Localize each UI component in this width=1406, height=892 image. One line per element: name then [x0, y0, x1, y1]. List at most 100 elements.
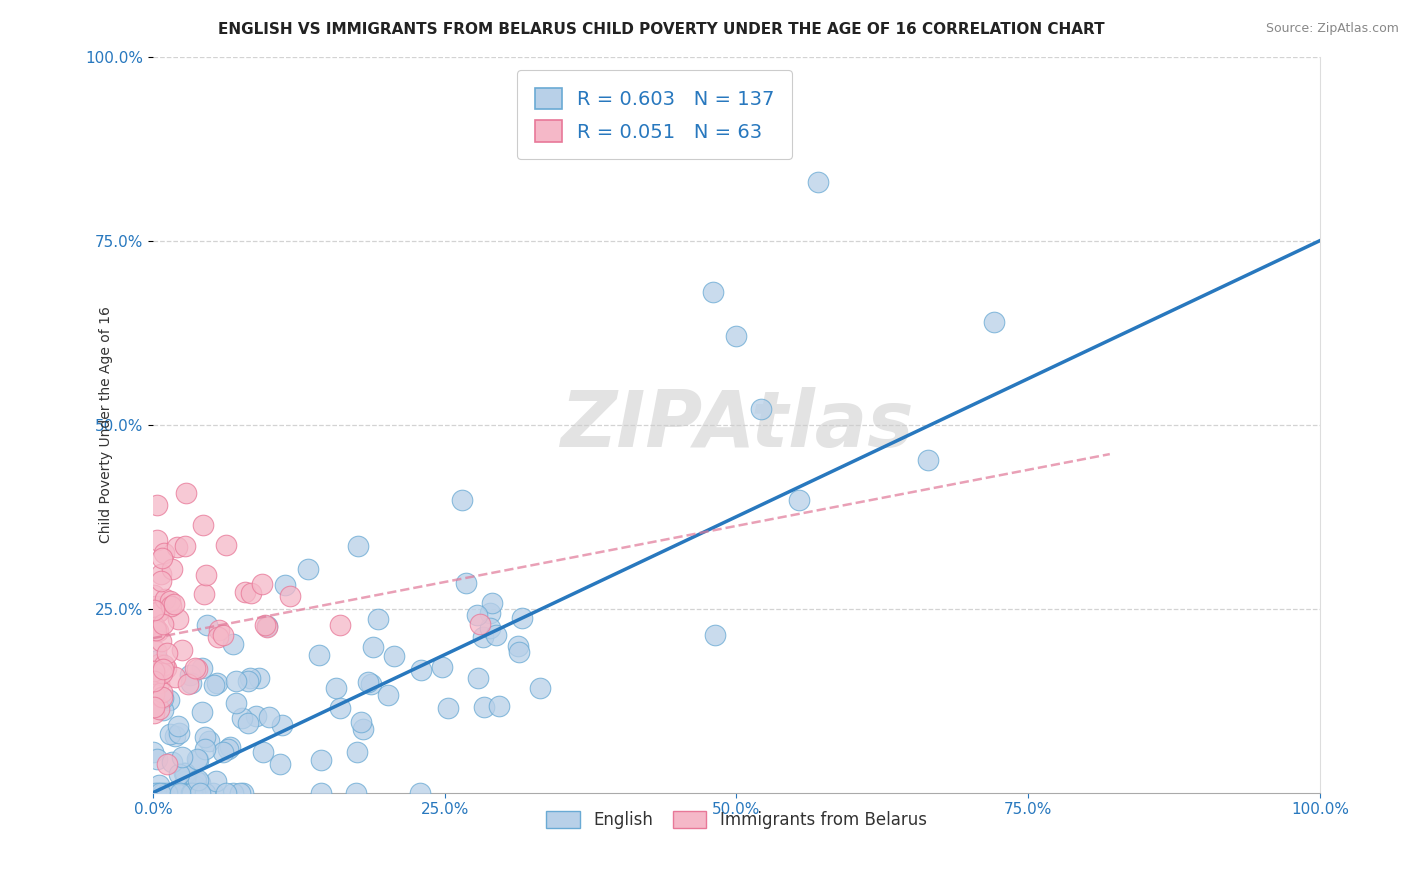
Point: [308, 648, 330, 662]
Point: [377, 688, 399, 702]
Point: [236, 673, 259, 688]
Point: [170, 643, 193, 657]
Point: [225, 696, 247, 710]
Point: [215, 538, 238, 552]
Point: [149, 786, 172, 800]
Point: [225, 674, 247, 689]
Point: [347, 540, 370, 554]
Point: [143, 674, 166, 689]
Point: [190, 661, 212, 675]
Point: [183, 786, 205, 800]
Point: [160, 562, 183, 576]
Point: [254, 618, 277, 632]
Point: [174, 768, 197, 782]
Point: [148, 702, 170, 716]
Point: [146, 786, 169, 800]
Point: [350, 714, 373, 729]
Point: [150, 634, 173, 648]
Point: [278, 589, 301, 603]
Point: [190, 705, 212, 719]
Point: [146, 498, 169, 512]
Point: [145, 644, 167, 658]
Point: [329, 701, 352, 715]
Point: [173, 766, 195, 780]
Point: [150, 665, 173, 680]
Point: [146, 752, 169, 766]
Point: [329, 617, 352, 632]
Point: [194, 786, 217, 800]
Point: [346, 746, 368, 760]
Point: [149, 567, 172, 582]
Point: [479, 621, 502, 635]
Point: [167, 612, 190, 626]
Point: [983, 315, 1005, 329]
Point: [186, 786, 208, 800]
Point: [184, 660, 207, 674]
Point: [467, 672, 489, 686]
Point: [166, 541, 188, 555]
Text: ENGLISH VS IMMIGRANTS FROM BELARUS CHILD POVERTY UNDER THE AGE OF 16 CORRELATION: ENGLISH VS IMMIGRANTS FROM BELARUS CHILD…: [218, 22, 1104, 37]
Point: [150, 551, 173, 566]
Point: [160, 786, 183, 800]
Text: Child Poverty Under the Age of 16: Child Poverty Under the Age of 16: [100, 306, 114, 543]
Point: [271, 718, 294, 732]
Point: [256, 620, 278, 634]
Point: [152, 703, 174, 717]
Point: [471, 630, 494, 644]
Point: [212, 628, 235, 642]
Point: [152, 691, 174, 706]
Point: [143, 786, 166, 800]
Point: [472, 699, 495, 714]
Point: [142, 745, 165, 759]
Point: [150, 690, 173, 705]
Point: [165, 786, 187, 800]
Point: [159, 727, 181, 741]
Point: [143, 620, 166, 634]
Point: [367, 611, 389, 625]
Point: [236, 715, 259, 730]
Legend: English, Immigrants from Belarus: English, Immigrants from Belarus: [540, 805, 934, 836]
Point: [508, 645, 530, 659]
Point: [252, 577, 274, 591]
Point: [239, 586, 262, 600]
Point: [456, 575, 478, 590]
Point: [325, 681, 347, 695]
Point: [153, 658, 176, 673]
Point: [145, 599, 167, 613]
Point: [269, 757, 291, 772]
Point: [186, 752, 208, 766]
Point: [184, 786, 207, 800]
Point: [179, 668, 201, 682]
Point: [169, 786, 191, 800]
Point: [155, 646, 177, 660]
Point: [309, 786, 332, 800]
Point: [274, 577, 297, 591]
Point: [160, 599, 183, 613]
Point: [382, 649, 405, 664]
Text: ZIPAtlas: ZIPAtlas: [560, 386, 912, 463]
Point: [148, 605, 170, 619]
Point: [155, 591, 177, 606]
Point: [232, 786, 254, 800]
Point: [174, 765, 197, 780]
Point: [181, 786, 204, 800]
Point: [219, 739, 242, 754]
Point: [148, 657, 170, 671]
Point: [156, 786, 179, 800]
Point: [148, 675, 170, 690]
Point: [153, 546, 176, 560]
Point: [222, 637, 245, 651]
Point: [228, 786, 250, 800]
Point: [506, 639, 529, 653]
Point: [187, 754, 209, 768]
Point: [488, 699, 510, 714]
Point: [221, 786, 243, 800]
Point: [180, 676, 202, 690]
Point: [152, 617, 174, 632]
Point: [176, 786, 198, 800]
Point: [184, 774, 207, 789]
Point: [155, 756, 177, 771]
Point: [247, 671, 270, 685]
Point: [184, 780, 207, 794]
Point: [148, 778, 170, 792]
